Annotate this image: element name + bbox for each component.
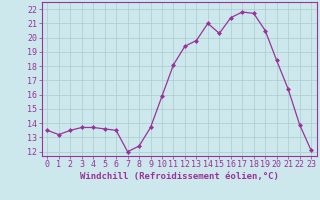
X-axis label: Windchill (Refroidissement éolien,°C): Windchill (Refroidissement éolien,°C) xyxy=(80,172,279,181)
